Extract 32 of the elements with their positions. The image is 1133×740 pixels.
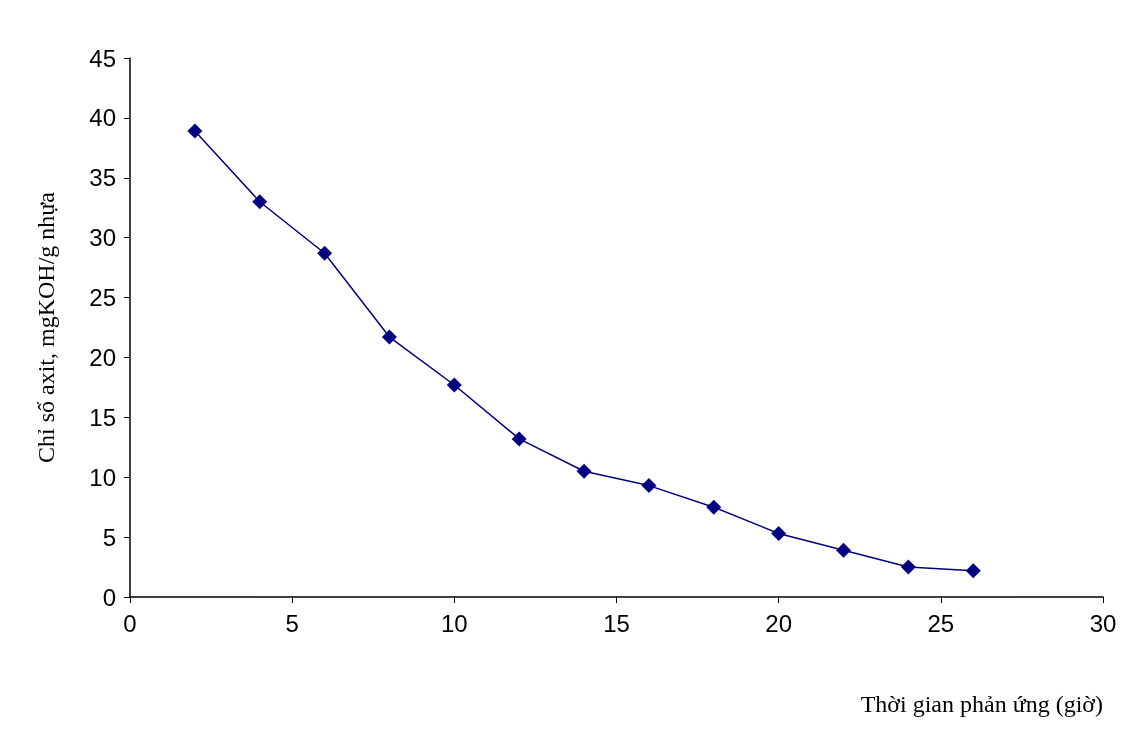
x-tick-label: 25: [927, 609, 955, 637]
point: [900, 559, 916, 575]
point: [706, 499, 722, 515]
y-tick-label: 25: [89, 284, 116, 312]
y-tick-label: 45: [89, 44, 116, 72]
y-tick-label: 10: [89, 463, 116, 491]
point: [252, 194, 268, 210]
point: [771, 526, 787, 542]
x-tick-label: 15: [603, 609, 630, 637]
y-tick-label: 30: [89, 224, 116, 252]
point: [641, 478, 657, 494]
y-tick-label: 5: [102, 523, 116, 551]
point: [381, 329, 397, 345]
x-tick-label: 0: [123, 609, 137, 637]
point: [187, 123, 203, 139]
y-tick-label: 20: [89, 343, 116, 371]
point: [317, 245, 333, 261]
point: [576, 463, 592, 479]
x-tick-label: 10: [440, 609, 468, 637]
x-tick-label: 5: [285, 609, 299, 637]
y-tick-label: 0: [102, 583, 116, 611]
point: [836, 542, 852, 558]
y-tick-label: 15: [89, 403, 116, 431]
point: [511, 431, 527, 447]
y-axis-title: Chỉ số axit, mgKOH/g nhựa: [33, 191, 59, 463]
point: [446, 377, 462, 393]
point: [965, 563, 981, 579]
x-tick-label: 20: [765, 609, 793, 637]
x-tick-label: 30: [1089, 609, 1117, 637]
y-tick-label: 35: [89, 164, 116, 192]
y-tick-label: 40: [89, 104, 116, 132]
x-axis-title: Thời gian phản ứng (giờ): [860, 691, 1103, 717]
